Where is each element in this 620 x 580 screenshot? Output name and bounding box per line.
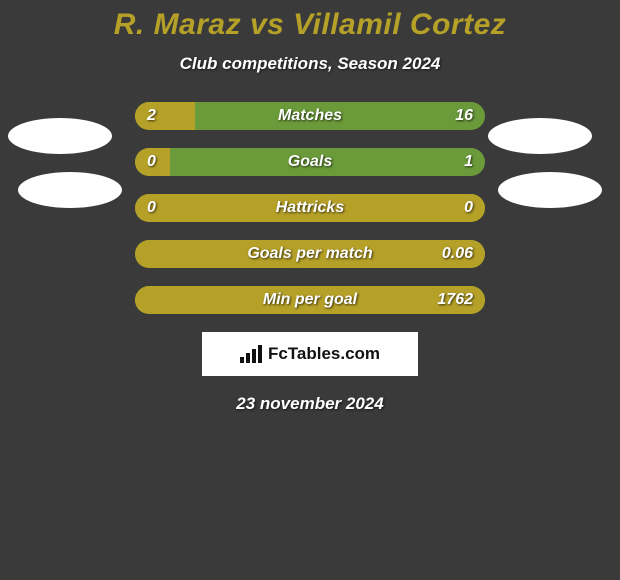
stat-label: Hattricks — [135, 194, 485, 222]
stat-value-right: 1762 — [437, 286, 473, 314]
stat-label: Goals per match — [135, 240, 485, 268]
stat-label: Matches — [135, 102, 485, 130]
brand-text: FcTables.com — [268, 344, 380, 364]
brand-bar — [246, 353, 250, 363]
brand-chart-icon — [240, 345, 262, 363]
player-avatar — [498, 172, 602, 208]
stat-value-right: 0.06 — [442, 240, 473, 268]
brand-bar — [258, 345, 262, 363]
player-avatar — [8, 118, 112, 154]
stat-row: Min per goal1762 — [135, 286, 485, 314]
stat-value-right: 0 — [464, 194, 473, 222]
player-avatar — [488, 118, 592, 154]
stat-row: 0Goals1 — [135, 148, 485, 176]
stat-label: Goals — [135, 148, 485, 176]
stat-label: Min per goal — [135, 286, 485, 314]
stat-row: Goals per match0.06 — [135, 240, 485, 268]
comparison-bars: 2Matches160Goals10Hattricks0Goals per ma… — [135, 102, 485, 314]
page-subtitle: Club competitions, Season 2024 — [0, 54, 620, 74]
stat-value-right: 1 — [464, 148, 473, 176]
stat-value-right: 16 — [455, 102, 473, 130]
date-label: 23 november 2024 — [0, 394, 620, 414]
stat-row: 0Hattricks0 — [135, 194, 485, 222]
player-avatar — [18, 172, 122, 208]
brand-bar — [240, 357, 244, 363]
stat-row: 2Matches16 — [135, 102, 485, 130]
brand-bar — [252, 349, 256, 363]
brand-badge: FcTables.com — [202, 332, 418, 376]
page-title: R. Maraz vs Villamil Cortez — [0, 0, 620, 42]
